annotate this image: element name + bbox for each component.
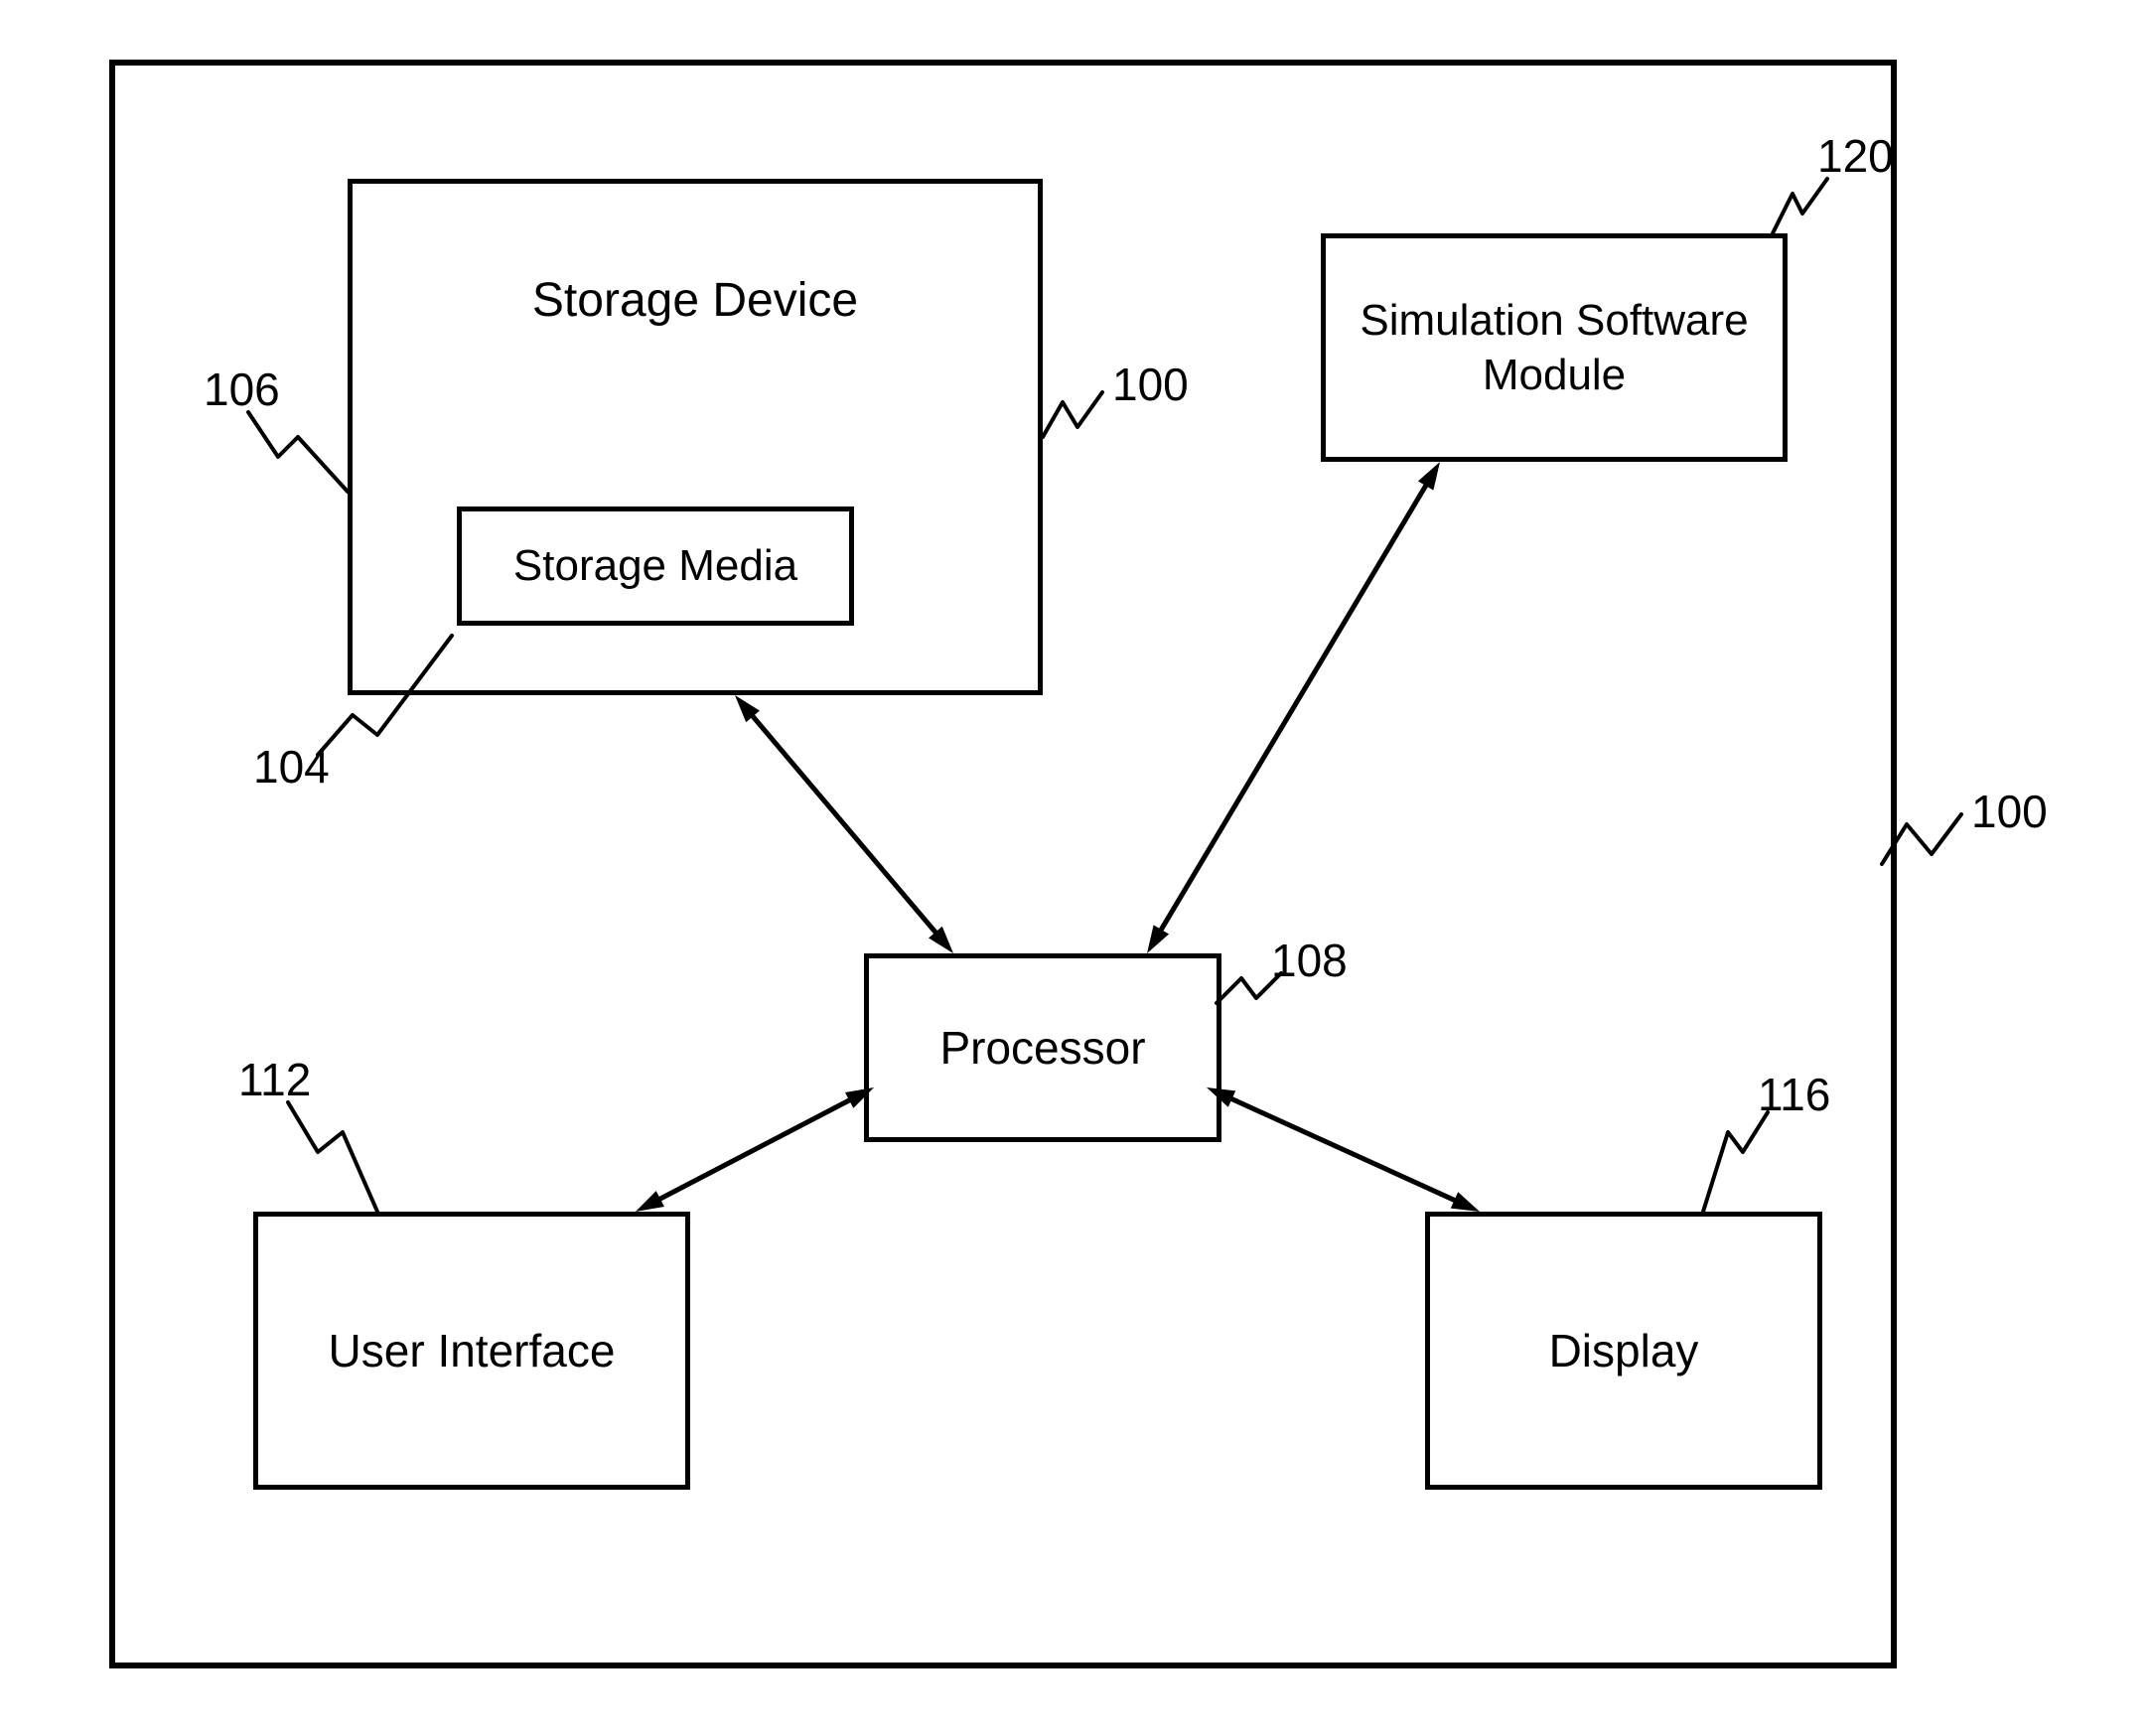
- processor-label: Processor: [939, 1021, 1145, 1075]
- user-interface-label: User Interface: [329, 1324, 616, 1377]
- ref-104: 104: [253, 740, 330, 794]
- ref-display: 116: [1758, 1068, 1830, 1121]
- ref-simulation: 120: [1817, 129, 1894, 183]
- display-label: Display: [1549, 1324, 1699, 1377]
- ref-ui: 112: [238, 1053, 311, 1106]
- ref-106: 106: [204, 362, 280, 416]
- user-interface-box: User Interface: [253, 1212, 690, 1490]
- display-box: Display: [1425, 1212, 1822, 1490]
- ref-processor: 108: [1271, 934, 1348, 987]
- simulation-label: Simulation Software Module: [1342, 293, 1767, 402]
- storage-device-label: Storage Device: [532, 273, 858, 328]
- storage-media-label: Storage Media: [513, 541, 797, 591]
- diagram-canvas: Storage Device Storage Media Simulation …: [0, 0, 2151, 1736]
- simulation-box: Simulation Software Module: [1321, 233, 1788, 462]
- processor-box: Processor: [864, 953, 1221, 1142]
- storage-media-box: Storage Media: [457, 506, 854, 626]
- ref-storage: 100: [1112, 358, 1189, 411]
- ref-outer: 100: [1971, 785, 2048, 838]
